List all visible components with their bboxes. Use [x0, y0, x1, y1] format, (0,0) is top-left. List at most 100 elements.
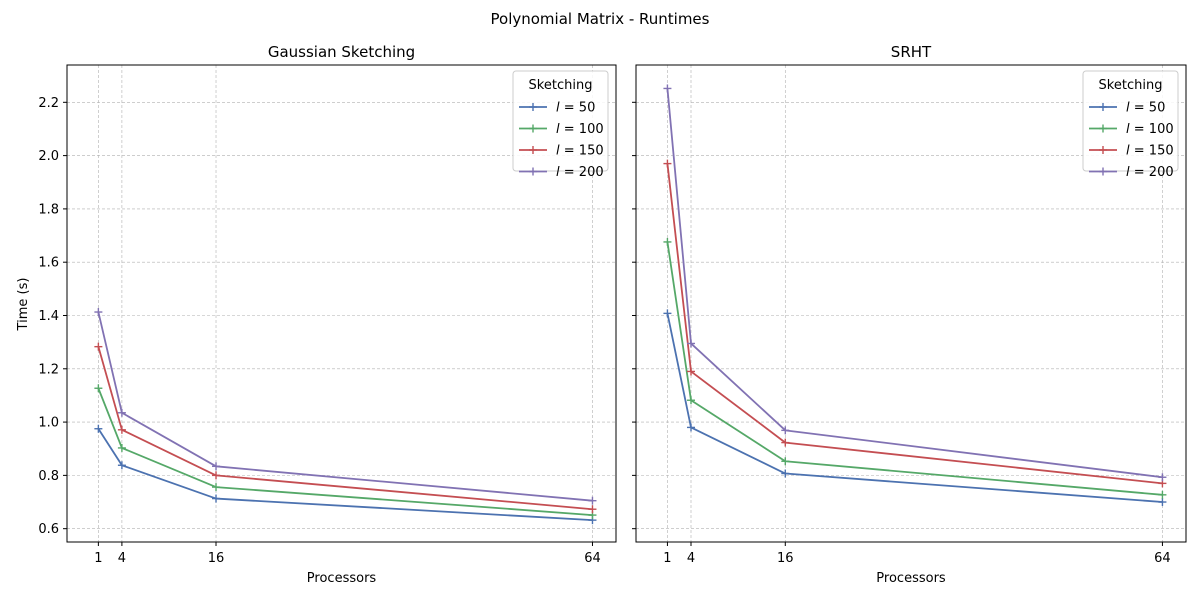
legend-label-value: 200	[1149, 165, 1174, 180]
series-150	[663, 159, 1167, 488]
series-line	[666, 163, 1163, 485]
series-200	[663, 84, 1167, 482]
series-line	[666, 241, 1163, 496]
legend-label-equals: =	[1130, 101, 1149, 116]
legend-label-equals: =	[1130, 144, 1149, 159]
legend-label: l = 200	[1126, 165, 1174, 180]
data-point	[117, 425, 126, 434]
legend-entry: l = 150	[519, 144, 604, 159]
legend-label-equals: =	[560, 101, 579, 116]
data-point	[781, 457, 790, 466]
x-tick-label: 1	[663, 551, 671, 566]
legend-label-value: 50	[579, 101, 596, 116]
figure-title: Polynomial Matrix - Runtimes	[491, 10, 710, 28]
data-point	[1158, 498, 1167, 507]
series-150	[94, 342, 597, 514]
series-line	[97, 428, 593, 522]
y-tick-label: 1.4	[38, 309, 59, 324]
legend-label-value: 150	[1149, 144, 1174, 159]
y-tick-label: 0.6	[38, 522, 59, 537]
legend-label-equals: =	[560, 144, 579, 159]
x-tick-label: 16	[208, 551, 225, 566]
x-tick-label: 4	[118, 551, 126, 566]
legend-entry: l = 50	[1089, 101, 1165, 116]
data-point	[781, 426, 790, 435]
legend-entry: l = 100	[1089, 122, 1174, 137]
legend-label-value: 150	[579, 144, 604, 159]
y-tick-label: 1.6	[38, 256, 59, 271]
axes-frame	[66, 64, 617, 543]
series-line	[97, 387, 593, 516]
y-tick-label: 1.0	[38, 416, 59, 431]
data-point	[687, 339, 695, 348]
data-point	[687, 367, 695, 376]
series-line	[666, 313, 1163, 503]
legend-label: l = 200	[556, 165, 604, 180]
legend-entry: l = 200	[519, 165, 604, 180]
chart-panels: Gaussian Sketching 0.6 0.8 1.0 1.2 1.4 1.6 1.8 2…	[38, 43, 1187, 586]
data-point	[117, 443, 126, 452]
data-point	[94, 424, 103, 433]
legend-label-value: 100	[1149, 122, 1174, 137]
data-point	[663, 309, 672, 318]
series-line	[97, 346, 593, 511]
data-point	[588, 505, 597, 514]
y-tick-label: 0.8	[38, 469, 59, 484]
legend-label-equals: =	[560, 122, 579, 137]
x-tick-label: 64	[1154, 551, 1171, 566]
legend-title: Sketching	[529, 78, 593, 93]
legend-label: l = 50	[1126, 101, 1165, 116]
legend-box	[512, 70, 609, 172]
legend-label-value: 50	[1149, 101, 1166, 116]
legend-label-variable: l	[556, 165, 560, 180]
legend-label-variable: l	[1126, 144, 1130, 159]
data-point	[1158, 473, 1167, 482]
legend-label-equals: =	[1130, 122, 1149, 137]
x-tick-label: 16	[777, 551, 794, 566]
data-point	[687, 396, 695, 405]
y-tick-label: 2.0	[38, 149, 59, 164]
legend-label-variable: l	[556, 122, 560, 137]
legend-entry: l = 150	[1089, 144, 1174, 159]
axes-frame	[635, 64, 1187, 543]
y-tick-label: 2.2	[38, 96, 59, 111]
legend-label-value: 100	[579, 122, 604, 137]
legend-label: l = 100	[556, 122, 604, 137]
legend-title: Sketching	[1099, 78, 1163, 93]
data-point	[212, 462, 221, 471]
legend-label-variable: l	[556, 101, 560, 116]
x-axis-label: Processors	[307, 571, 377, 586]
legend-label-equals: =	[1130, 165, 1149, 180]
data-point	[781, 438, 790, 447]
legend-entry: l = 50	[519, 101, 595, 116]
data-point	[212, 494, 221, 503]
data-point	[94, 342, 103, 351]
series-line	[97, 311, 593, 502]
data-point	[663, 159, 672, 168]
data-point	[663, 237, 672, 246]
series-100	[94, 384, 597, 520]
chart-panel-1: Gaussian Sketching 0.6 0.8 1.0 1.2 1.4 1.6 1.8 2…	[38, 43, 617, 586]
legend-entry: l = 100	[519, 122, 604, 137]
series-line	[666, 88, 1163, 479]
legend-label: l = 150	[1126, 144, 1174, 159]
legend-box	[1082, 70, 1179, 172]
data-point	[94, 308, 103, 317]
data-point	[687, 423, 695, 432]
data-point	[781, 469, 790, 478]
panel-title: Gaussian Sketching	[268, 43, 415, 61]
legend-label: l = 150	[556, 144, 604, 159]
legend-label-variable: l	[1126, 101, 1130, 116]
legend-label-variable: l	[1126, 122, 1130, 137]
data-point	[94, 384, 103, 393]
y-tick-label: 1.2	[38, 362, 59, 377]
legend-label: l = 50	[556, 101, 595, 116]
x-tick-label: 64	[584, 551, 601, 566]
data-point	[1158, 490, 1167, 499]
y-tick-label: 1.8	[38, 202, 59, 217]
data-point	[663, 84, 672, 93]
x-tick-label: 1	[94, 551, 102, 566]
